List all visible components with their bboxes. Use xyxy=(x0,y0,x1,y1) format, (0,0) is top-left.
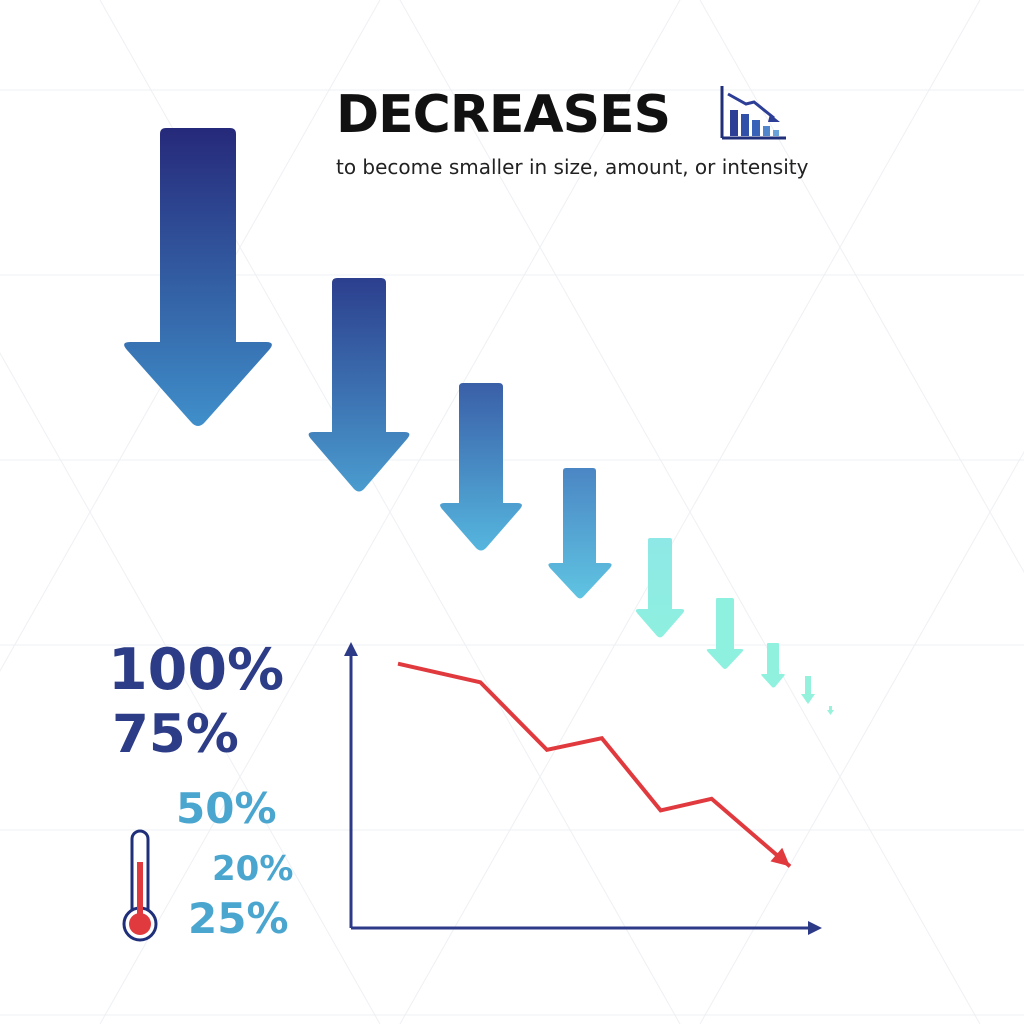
chart-series xyxy=(397,661,792,868)
percentage-label: 100% xyxy=(108,637,285,703)
percentage-label: 20% xyxy=(212,849,294,889)
arrow-4 xyxy=(548,468,612,599)
page-title: DECREASES xyxy=(336,85,671,145)
trend-line xyxy=(397,661,792,868)
arrow-3 xyxy=(440,383,522,551)
chart-axes xyxy=(344,642,822,935)
arrow-1 xyxy=(124,128,272,426)
y-axis-arrowhead xyxy=(344,642,358,656)
percentage-label: 75% xyxy=(112,704,239,765)
x-axis-arrowhead xyxy=(808,921,822,935)
decreasing-bar-chart-icon xyxy=(720,86,786,140)
percentage-label: 50% xyxy=(176,784,277,833)
trend-line-arrowhead xyxy=(770,847,790,867)
arrow-9 xyxy=(827,706,834,715)
percentage-label: 25% xyxy=(188,894,289,943)
thermometer-icon xyxy=(122,829,158,942)
page-subtitle: to become smaller in size, amount, or in… xyxy=(336,155,809,179)
arrow-5 xyxy=(635,538,685,638)
arrow-2 xyxy=(308,278,410,492)
arrow-7 xyxy=(761,643,785,688)
arrow-8 xyxy=(801,676,815,704)
arrow-6 xyxy=(706,598,744,669)
